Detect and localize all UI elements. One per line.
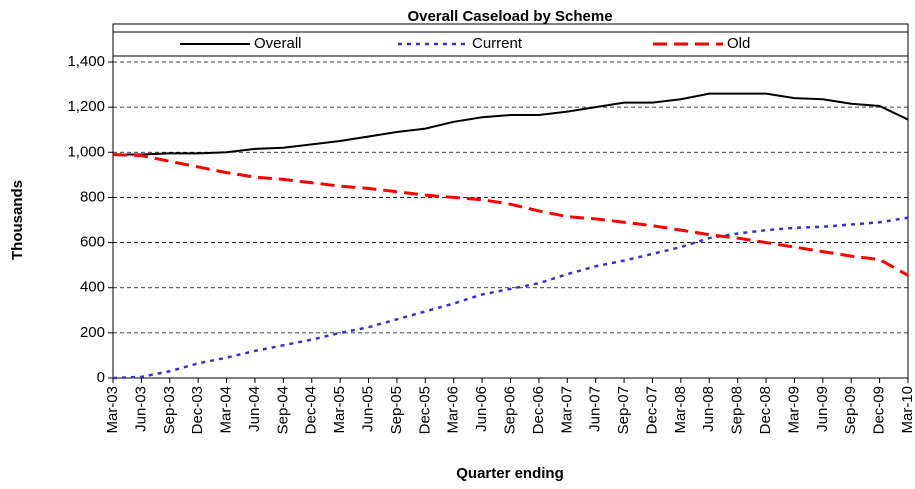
x-tick-label: Sep-09 [842,386,859,434]
y-tick-label: 400 [80,279,105,296]
x-tick-label: Mar-08 [672,386,689,434]
x-tick-label: Mar-06 [445,386,462,434]
x-tick-label: Mar-05 [331,386,348,434]
x-tick-label: Dec-03 [189,386,206,434]
legend-label: Current [472,35,523,52]
x-tick-label: Sep-08 [729,386,746,434]
chart-title: Overall Caseload by Scheme [407,8,612,25]
x-tick-label: Mar-07 [558,386,575,434]
y-axis-title: Thousands [9,180,26,260]
x-tick-label: Mar-10 [899,386,915,434]
series-line [112,216,909,380]
y-tick-label: 0 [97,369,105,386]
y-tick-label: 200 [80,324,105,341]
legend-label: Old [727,35,750,52]
x-tick-label: Dec-04 [303,386,320,434]
x-tick-label: Jun-06 [473,386,490,432]
x-tick-label: Jun-04 [246,386,263,432]
x-tick-label: Dec-07 [643,386,660,434]
plot-frame [112,23,909,379]
x-tick-label: Jun-09 [814,386,831,432]
x-tick-label: Sep-06 [501,386,518,434]
x-tick-label: Mar-09 [785,386,802,434]
series-line [112,153,909,277]
x-axis-title: Quarter ending [456,465,564,482]
x-tick-label: Sep-03 [161,386,178,434]
x-tick-label: Mar-03 [104,386,121,434]
x-tick-label: Dec-05 [416,386,433,434]
x-tick-label: Dec-08 [757,386,774,434]
y-tick-label: 600 [80,234,105,251]
x-tick-label: Dec-09 [871,386,888,434]
y-tick-label: 800 [80,188,105,205]
x-tick-label: Jun-05 [360,386,377,432]
x-tick-label: Sep-05 [388,386,405,434]
x-tick-label: Jun-07 [587,386,604,432]
y-tick-label: 1,000 [67,143,105,160]
x-tick-label: Dec-06 [530,386,547,434]
x-tick-label: Jun-03 [132,386,149,432]
x-tick-label: Mar-04 [218,386,235,434]
x-tick-label: Sep-04 [274,386,291,434]
series-line [113,92,909,156]
y-tick-label: 1,200 [67,98,105,115]
y-tick-label: 1,400 [67,53,105,70]
legend-label: Overall [254,35,302,52]
x-tick-label: Sep-07 [615,386,632,434]
x-tick-label: Jun-08 [700,386,717,432]
